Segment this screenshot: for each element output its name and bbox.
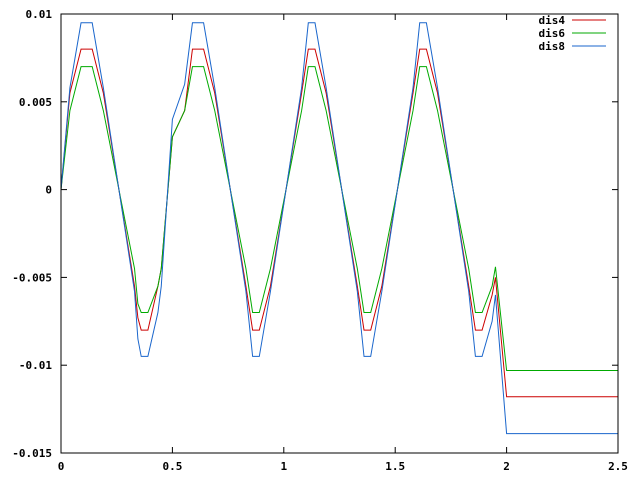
- x-tick-label: 1.5: [385, 460, 405, 473]
- tick-marks-group: [60, 13, 619, 454]
- legend-label-dis8: dis8: [539, 40, 566, 53]
- x-tick-label: 0: [58, 460, 65, 473]
- y-tick-label: 0.005: [19, 96, 52, 109]
- x-tick-label: 2.5: [608, 460, 628, 473]
- plot-frame: [60, 13, 619, 454]
- legend-label-dis4: dis4: [539, 14, 566, 27]
- y-tick-label: -0.01: [19, 359, 52, 372]
- y-tick-label: -0.015: [12, 447, 52, 460]
- tick-labels-group: 0 0.5 1 1.5 2 2.5 0.01 0.005 0 -0.005 -0.01 -0.015: [12, 8, 628, 473]
- series-line-dis6: [60, 66, 618, 371]
- y-tick-label: 0.01: [26, 8, 53, 21]
- y-tick-label: -0.005: [12, 271, 52, 284]
- x-tick-label: 0.5: [162, 460, 182, 473]
- series-line-dis8: [60, 22, 618, 435]
- x-tick-label: 2: [503, 460, 510, 473]
- y-tick-label: 0: [45, 184, 52, 197]
- plot-series-group: [60, 22, 618, 435]
- x-tick-label: 1: [280, 460, 287, 473]
- legend-label-dis6: dis6: [539, 27, 566, 40]
